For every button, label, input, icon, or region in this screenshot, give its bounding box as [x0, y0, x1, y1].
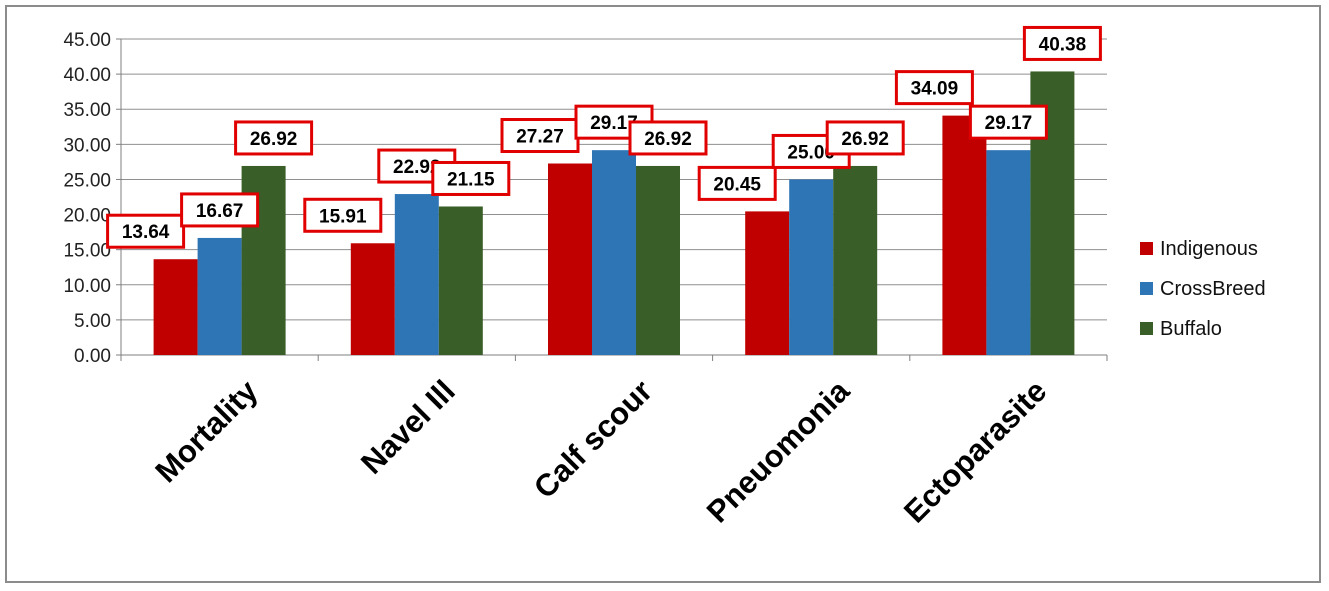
data-label: 26.92 — [250, 129, 298, 150]
y-tick-label: 40.00 — [63, 65, 111, 86]
y-tick-label: 10.00 — [63, 276, 111, 297]
data-label-box — [697, 165, 777, 201]
data-label: 21.15 — [447, 169, 495, 190]
bar-indigenous — [745, 211, 790, 355]
bar-indigenous — [153, 259, 198, 355]
data-label-box — [825, 120, 905, 156]
data-label-box — [180, 192, 260, 228]
data-label-box — [968, 104, 1048, 140]
legend-swatch-indigenous — [1140, 242, 1153, 255]
data-label: 26.92 — [841, 129, 889, 150]
data-label-box — [1022, 25, 1102, 61]
y-tick-label: 35.00 — [63, 100, 111, 121]
bar-buffalo — [636, 165, 680, 355]
data-label-box — [894, 70, 974, 106]
bar-crossbreed — [789, 179, 834, 355]
data-label: 27.27 — [516, 127, 564, 148]
data-label: 29.17 — [985, 113, 1033, 134]
y-tick-label: 15.00 — [63, 241, 111, 262]
y-tick-label: 30.00 — [63, 135, 111, 156]
data-label: 16.67 — [196, 201, 244, 222]
data-label: 29.17 — [590, 113, 638, 134]
bar-indigenous — [942, 115, 987, 355]
y-tick-label: 0.00 — [74, 346, 111, 367]
bar-buffalo — [438, 206, 483, 355]
data-label: 34.09 — [911, 79, 959, 100]
data-label: 26.92 — [644, 129, 692, 150]
data-label: 22.92 — [393, 157, 441, 178]
y-tick-label: 25.00 — [63, 170, 111, 191]
data-label-box — [106, 213, 186, 249]
legend-label: CrossBreed — [1160, 278, 1266, 300]
category-label: Ectoparasite — [897, 373, 1053, 529]
bar-buffalo — [833, 165, 878, 355]
data-label: 13.64 — [122, 222, 170, 243]
data-label: 40.38 — [1039, 34, 1087, 55]
data-label-box — [303, 197, 383, 233]
data-label: 15.91 — [319, 206, 367, 227]
bar-indigenous — [350, 243, 395, 355]
data-label-box — [234, 120, 314, 156]
legend-label: Indigenous — [1160, 238, 1258, 260]
legend-swatch-crossbreed — [1140, 282, 1153, 295]
bar-crossbreed — [197, 237, 242, 355]
chart-frame: 0.00 5.00 10.00 15.00 20.00 25.00 30.00 35.00 40… — [5, 5, 1321, 583]
category-label: Navel Ill — [354, 373, 462, 481]
y-tick-label: 5.00 — [74, 311, 111, 332]
category-label: Calf scour — [527, 373, 659, 505]
legend-swatch-buffalo — [1140, 322, 1153, 335]
bar-crossbreed — [394, 194, 439, 355]
category-label: Pneuomonia — [700, 373, 857, 530]
bar-crossbreed — [986, 150, 1031, 355]
y-tick-label: 20.00 — [63, 206, 111, 227]
bar-indigenous — [548, 163, 592, 355]
category-label: Mortality — [148, 373, 265, 490]
y-tick-label: 45.00 — [63, 30, 111, 51]
data-label-box — [431, 160, 511, 196]
data-label-box — [628, 120, 708, 156]
legend-label: Buffalo — [1160, 318, 1222, 340]
bar-crossbreed — [592, 150, 636, 355]
data-label: 25.00 — [787, 142, 835, 163]
data-label: 20.45 — [713, 174, 761, 195]
data-label-box — [574, 104, 654, 140]
bar-chart: 0.00 5.00 10.00 15.00 20.00 25.00 30.00 35.00 40… — [63, 25, 1266, 530]
